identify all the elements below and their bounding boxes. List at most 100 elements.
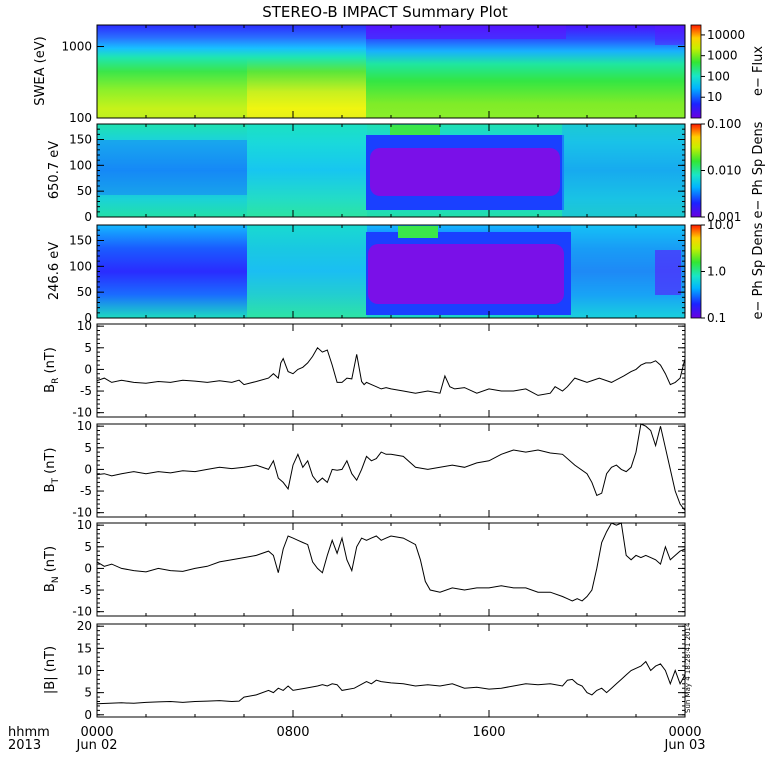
ytick-label: 10 xyxy=(77,319,92,333)
pad-650-colorbar-label: e− Ph Sp Dens xyxy=(751,121,766,218)
pad-650-yticks: 0 50 100 150 xyxy=(69,123,686,224)
ytick-label: 10 xyxy=(77,664,92,678)
swea-heatmap xyxy=(247,25,367,118)
ytick-label: 5 xyxy=(84,686,92,700)
swea-spectrogram-panel: SWEA (eV) 100 1000 10 100 1000 10000 e− Flux xyxy=(33,24,766,125)
pad-650-panel: 650.7 eV 0 50 100 150 0.001 0.010 0.100 e− Ph… xyxy=(47,117,766,224)
xtick-label: 0800 xyxy=(276,725,309,740)
pad-650-heatmap xyxy=(390,125,440,135)
pad-650-heatmap xyxy=(370,148,560,196)
ytick-label: -10 xyxy=(72,406,92,420)
swea-ylabel: SWEA (eV) xyxy=(33,36,48,105)
ytick-label: 100 xyxy=(69,259,92,273)
ytick-label: 0 xyxy=(84,210,92,224)
pad-246-heatmap xyxy=(247,225,367,318)
colorbar-tick-label: 10000 xyxy=(707,28,745,42)
bt-panel: -10 -5 0 5 10 BT (nT) xyxy=(43,419,686,520)
br-frame xyxy=(96,323,686,418)
colorbar-tick-label: 0.1 xyxy=(707,311,726,325)
ytick-label: -10 xyxy=(72,506,92,520)
pad-246-colorbar xyxy=(690,224,702,319)
x-time-label: hhmm xyxy=(8,725,50,740)
bt-yticks: -10 -5 0 5 10 xyxy=(72,419,686,520)
ytick-label: 150 xyxy=(69,234,92,248)
bn-ylabel: BN (nT) xyxy=(43,546,61,592)
ytick-label: 50 xyxy=(77,285,92,299)
ytick-label: 5 xyxy=(84,341,92,355)
colorbar-tick-label: 1.0 xyxy=(707,265,726,279)
ytick-label: 0 xyxy=(84,311,92,325)
bt-ylabel: BT (nT) xyxy=(43,448,61,493)
pad-246-panel: 246.6 eV 0 50 100 150 0.1 1.0 10.0 e− Ph Sp D… xyxy=(47,218,766,325)
bmag-panel: 0 5 10 15 20 |B| (nT) Sun May 4 18:28:41 201… xyxy=(43,619,692,722)
swea-heatmap xyxy=(366,25,685,118)
bmag-series-line xyxy=(96,660,686,705)
colorbar-tick-label: 0.001 xyxy=(707,210,741,224)
swea-colorbar-label: e− Flux xyxy=(751,46,766,96)
ytick-label: 1000 xyxy=(61,40,92,54)
ytick-label: 20 xyxy=(77,619,92,633)
ytick-label: 50 xyxy=(77,184,92,198)
ytick-label: 5 xyxy=(84,441,92,455)
ytick-label: 0 xyxy=(84,462,92,476)
pad-246-heatmap xyxy=(655,250,681,295)
bmag-ylabel: |B| (nT) xyxy=(43,646,58,694)
pad-246-colorbar-ticks: 0.1 1.0 10.0 xyxy=(701,218,734,325)
bt-series-line xyxy=(96,423,686,511)
ytick-label: 10 xyxy=(77,518,92,532)
br-yticks: -10 -5 0 5 10 xyxy=(72,319,686,420)
ytick-label: 0 xyxy=(84,362,92,376)
swea-heatmap xyxy=(655,25,685,45)
pad-650-heatmap xyxy=(562,124,685,217)
pad-650-heatmap xyxy=(97,140,247,195)
bmag-frame xyxy=(96,623,686,718)
xtick-date-label: Jun 02 xyxy=(76,738,118,753)
ytick-label: 150 xyxy=(69,133,92,147)
ytick-label: -5 xyxy=(80,484,92,498)
xtick-label: 1600 xyxy=(472,725,505,740)
generation-timestamp: Sun May 4 18:28:41 2014 xyxy=(684,622,692,713)
colorbar-tick-label: 10 xyxy=(707,90,722,104)
xtick-label: 0000 xyxy=(668,725,701,740)
ytick-label: 100 xyxy=(69,158,92,172)
pad-246-heatmap xyxy=(398,226,438,238)
pad-246-yticks: 0 50 100 150 xyxy=(69,224,686,325)
colorbar-tick-label: 10.0 xyxy=(707,218,734,232)
br-panel: -10 -5 0 5 10 BR (nT) xyxy=(43,319,686,420)
ytick-label: 10 xyxy=(77,419,92,433)
pad-246-ylabel: 246.6 eV xyxy=(47,242,62,300)
plot-title: STEREO-B IMPACT Summary Plot xyxy=(262,3,508,21)
ytick-label: -10 xyxy=(72,605,92,619)
x-year-label: 2013 xyxy=(8,738,41,753)
colorbar-tick-label: 1000 xyxy=(707,49,738,63)
bn-series-line xyxy=(96,522,686,602)
ytick-label: 5 xyxy=(84,540,92,554)
ytick-label: 0 xyxy=(84,561,92,575)
ytick-label: -5 xyxy=(80,384,92,398)
swea-colorbar-ticks: 10 100 1000 10000 xyxy=(701,28,745,104)
swea-heatmap xyxy=(366,25,566,39)
ytick-label: 0 xyxy=(84,708,92,722)
colorbar-tick-label: 0.100 xyxy=(707,117,741,131)
bn-panel: -10 -5 0 5 10 BN (nT) xyxy=(43,518,686,619)
br-series-line xyxy=(96,347,686,396)
bmag-yticks: 0 5 10 15 20 xyxy=(77,619,686,722)
pad-650-ylabel: 650.7 eV xyxy=(47,141,62,199)
colorbar-tick-label: 100 xyxy=(707,69,730,83)
pad-246-heatmap xyxy=(368,244,564,304)
ytick-label: 15 xyxy=(77,641,92,655)
ytick-label: -5 xyxy=(80,583,92,597)
swea-colorbar xyxy=(690,24,702,119)
swea-heatmap xyxy=(97,25,250,118)
pad-246-colorbar-label: e− Ph Sp Dens xyxy=(751,222,766,319)
ytick-label: 100 xyxy=(69,111,92,125)
xtick-label: 0000 xyxy=(80,725,113,740)
pad-650-colorbar xyxy=(690,123,702,218)
xtick-date-label: Jun 03 xyxy=(664,738,706,753)
bn-yticks: -10 -5 0 5 10 xyxy=(72,518,686,619)
pad-650-colorbar-ticks: 0.001 0.010 0.100 xyxy=(701,117,741,224)
colorbar-tick-label: 0.010 xyxy=(707,164,741,178)
